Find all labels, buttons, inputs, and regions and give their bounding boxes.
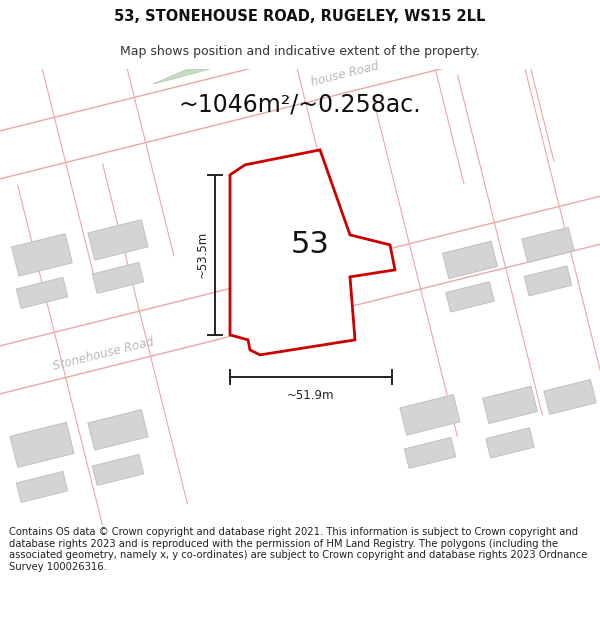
Polygon shape — [400, 394, 460, 435]
Polygon shape — [88, 219, 148, 260]
Polygon shape — [230, 150, 395, 355]
Text: ~53.5m: ~53.5m — [196, 231, 209, 279]
Polygon shape — [153, 69, 210, 84]
Text: Contains OS data © Crown copyright and database right 2021. This information is : Contains OS data © Crown copyright and d… — [9, 527, 587, 572]
Polygon shape — [88, 409, 148, 450]
Text: 53, STONEHOUSE ROAD, RUGELEY, WS15 2LL: 53, STONEHOUSE ROAD, RUGELEY, WS15 2LL — [115, 9, 485, 24]
Polygon shape — [486, 428, 534, 458]
Polygon shape — [16, 278, 68, 308]
Text: ~1046m²/~0.258ac.: ~1046m²/~0.258ac. — [179, 93, 421, 117]
Polygon shape — [11, 234, 73, 276]
Polygon shape — [16, 471, 68, 502]
Polygon shape — [92, 454, 144, 486]
Polygon shape — [524, 266, 572, 296]
Text: Stonehouse Road: Stonehouse Road — [52, 335, 155, 372]
Polygon shape — [446, 282, 494, 312]
Polygon shape — [522, 228, 574, 262]
Text: house Road: house Road — [310, 60, 380, 89]
Text: Map shows position and indicative extent of the property.: Map shows position and indicative extent… — [120, 45, 480, 58]
Polygon shape — [0, 181, 600, 406]
Text: 53: 53 — [290, 231, 329, 259]
Polygon shape — [0, 0, 600, 191]
Polygon shape — [404, 438, 456, 468]
Polygon shape — [443, 241, 497, 279]
Polygon shape — [92, 262, 144, 293]
Polygon shape — [482, 386, 538, 424]
Text: ~51.9m: ~51.9m — [287, 389, 335, 402]
Polygon shape — [10, 422, 74, 468]
Polygon shape — [544, 379, 596, 414]
